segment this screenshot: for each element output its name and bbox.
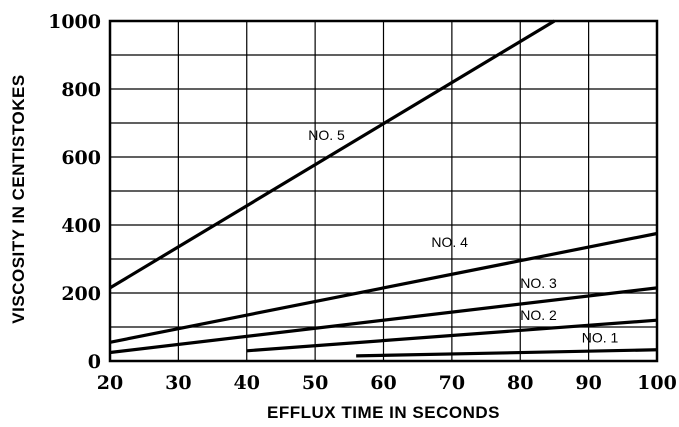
y-tick-label: 0	[88, 351, 101, 373]
x-axis-title: EFFLUX TIME IN SECONDS	[267, 403, 500, 422]
series-line-no-4	[109, 231, 658, 344]
x-tick-label: 60	[370, 372, 396, 394]
y-axis-title: VISCOSITY IN CENTISTOKES	[9, 74, 28, 323]
y-tick-label: 400	[61, 215, 101, 237]
x-tick-labels: 20 30 40 50 60 70 80 90 100	[97, 372, 677, 394]
series-label-no-1: NO. 1	[582, 329, 619, 345]
series-label-no-2: NO. 2	[520, 307, 557, 323]
y-tick-labels: 0 200 400 600 800 1000	[48, 11, 101, 373]
series-labels: NO. 1 NO. 2 NO. 3 NO. 4 NO. 5	[308, 127, 618, 345]
y-tick-label: 600	[61, 147, 101, 169]
series-line-no-5	[109, 19, 556, 290]
y-tick-label: 200	[61, 283, 101, 305]
x-tick-label: 80	[507, 372, 533, 394]
series-line-no-1	[356, 348, 658, 358]
series-label-no-5: NO. 5	[308, 127, 345, 143]
x-tick-label: 30	[165, 372, 191, 394]
x-tick-label: 70	[439, 372, 465, 394]
x-tick-label: 100	[637, 372, 677, 394]
series-label-no-3: NO. 3	[520, 275, 557, 291]
series-line-no-3	[109, 286, 658, 355]
series-line-no-2	[246, 318, 658, 353]
grid	[110, 21, 657, 361]
x-tick-label: 50	[302, 372, 328, 394]
series-label-no-4: NO. 4	[431, 234, 468, 250]
y-tick-label: 1000	[48, 11, 101, 33]
series-lines	[109, 19, 658, 358]
plot-frame	[108, 19, 659, 363]
x-tick-label: 40	[234, 372, 260, 394]
x-tick-label: 20	[97, 372, 123, 394]
y-tick-label: 800	[61, 79, 101, 101]
x-tick-label: 90	[575, 372, 601, 394]
